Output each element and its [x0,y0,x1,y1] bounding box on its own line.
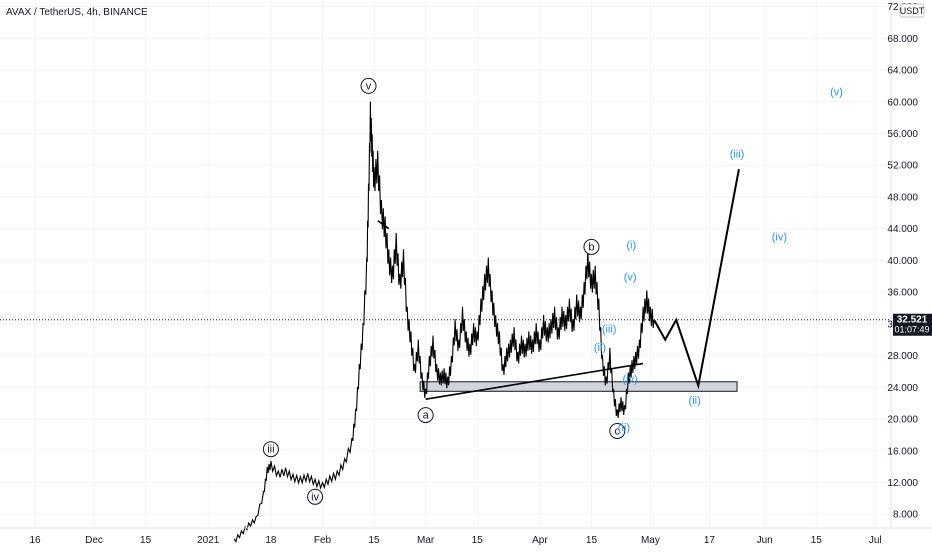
wave-label: (i) [626,240,636,252]
price-tick-label: 52.000 [887,161,918,172]
time-tick-label: 15 [368,535,380,546]
projection-path [653,169,740,390]
price-series [233,101,655,543]
wave-label-circle [360,77,377,94]
price-tick-label: 60.000 [887,97,918,108]
wave-label-circle [417,407,434,424]
wave-label-circle [307,488,324,505]
price-tick-label: 16.000 [887,446,918,457]
wave-label: c [615,425,621,437]
currency-badge[interactable]: USDT [899,3,925,18]
time-tick-label: 17 [704,535,716,546]
wave-label: iii [267,444,274,456]
time-tick-label: Jul [869,535,882,546]
candle-countdown: 01:07:49 [894,325,929,335]
time-tick-label: Mar [417,535,435,546]
last-price-tag: 32.521 01:07:49 [893,313,932,336]
price-tick-label: 20.000 [887,415,918,426]
price-tick-label: 64.000 [887,66,918,77]
price-tick-label: 48.000 [887,192,918,203]
time-tick-label: 16 [29,535,41,546]
wave-label: v [366,80,372,92]
support-zone [419,381,738,392]
time-axis[interactable]: 16 Dec 15 2021 18 Feb 15 Mar 15 Apr 15 May 17 Jun 15 Ju… [29,535,881,546]
wave-label: (iii) [730,148,745,160]
time-tick-label: Feb [314,535,332,546]
wave-label: (iii) [602,324,617,336]
price-tick-label: 24.000 [887,383,918,394]
wave-label: (iv) [772,232,787,244]
wave-label: (ii) [689,395,701,407]
wave-label: (ii) [594,342,606,354]
wave-label-circle [262,441,279,458]
price-tick-label: 28.000 [887,351,918,362]
price-tick-label: 40.000 [887,256,918,267]
wave-label: (iv) [623,374,638,386]
price-axis[interactable]: 72.00068.00064.00060.00056.00052.00048.0… [887,2,918,521]
price-tick-label: 8.000 [893,510,918,521]
wave-label: iv [311,491,319,503]
price-tick-label: 68.000 [887,34,918,45]
triangle-lower-line [425,362,644,401]
wave-label: (v) [624,271,637,283]
last-price-value: 32.521 [897,315,928,326]
wave-label-circle [583,238,600,255]
time-tick-label: 15 [586,535,598,546]
time-tick-label: Apr [532,535,548,546]
price-tick-label: 56.000 [887,129,918,140]
time-tick-label: 2021 [197,535,220,546]
wave-label: (v) [830,86,843,98]
grid [0,0,891,528]
price-tick-label: 36.000 [887,288,918,299]
time-tick-label: 18 [265,535,277,546]
wave-label: (ii) [618,422,630,434]
currency-badge-label: USDT [900,6,925,16]
wave-label-circle [609,422,626,439]
wave-label: b [588,241,594,253]
time-tick-label: 15 [140,535,152,546]
price-tick-label: 44.000 [887,224,918,235]
time-tick-label: May [641,535,660,546]
symbol-title: AVAX / TetherUS, 4h, BINANCE [6,7,148,18]
time-tick-label: 15 [811,535,823,546]
triangle-upper-line [377,220,390,230]
time-tick-label: 15 [472,535,484,546]
time-tick-label: Dec [85,535,103,546]
wave-label: a [423,410,430,422]
price-tick-label: 12.000 [887,478,918,489]
wave-labels: v iii iv a b c (i) (v) (iii) (ii) (iv) (ii) (ii) (iii… [262,77,843,505]
time-tick-label: Jun [757,535,773,546]
